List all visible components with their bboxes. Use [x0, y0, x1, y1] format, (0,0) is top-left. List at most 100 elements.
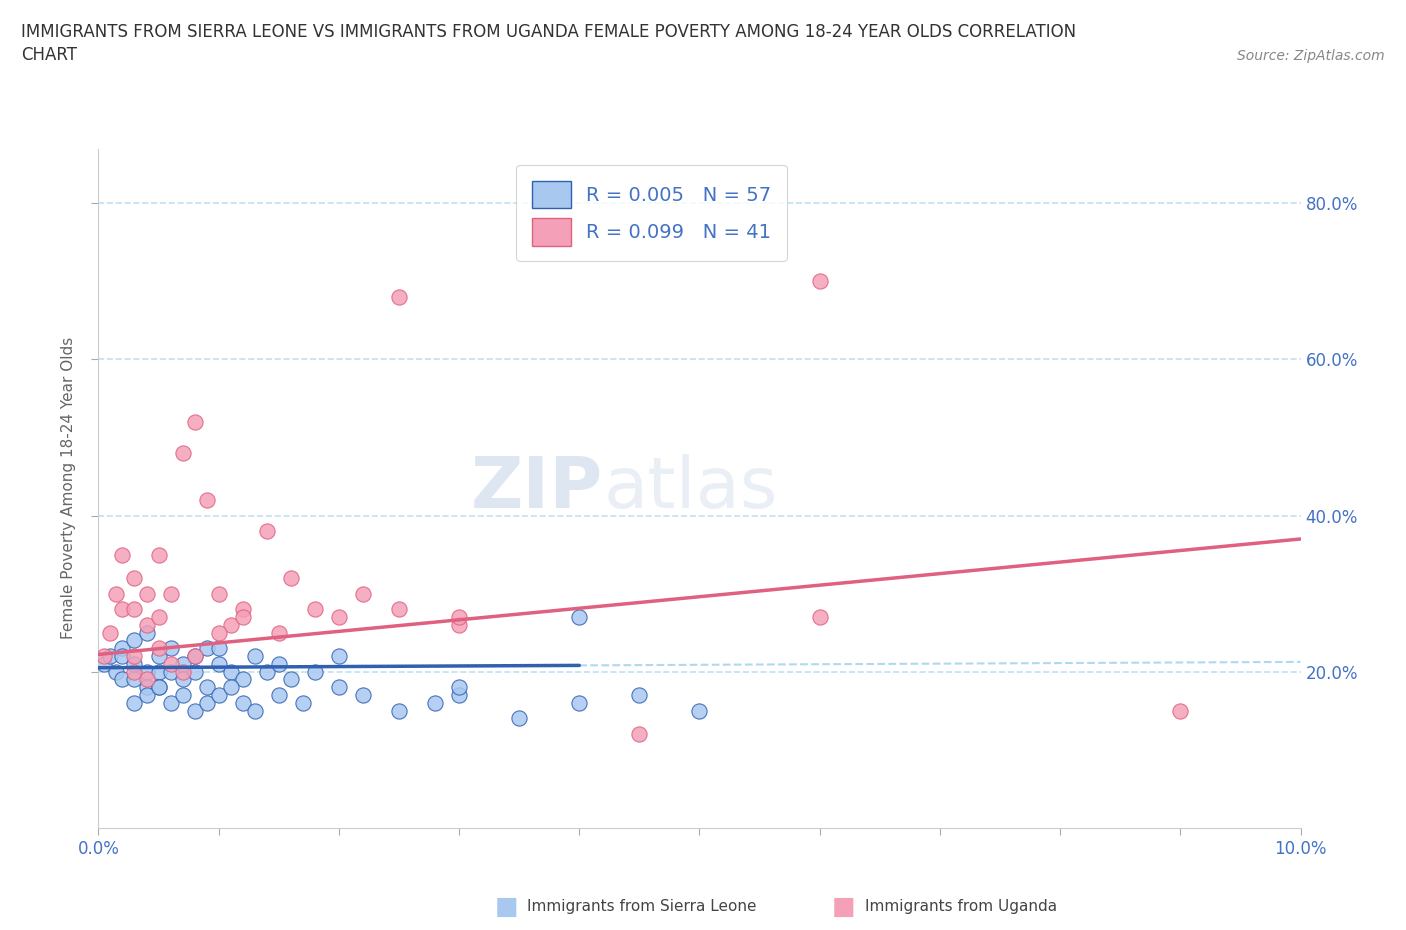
Point	[423, 696, 446, 711]
Point	[208, 641, 231, 656]
Text: Source: ZipAtlas.com: Source: ZipAtlas.com	[1237, 49, 1385, 63]
Point	[159, 586, 181, 601]
Point	[447, 618, 470, 632]
Point	[183, 648, 205, 663]
Point	[172, 687, 194, 702]
Text: Immigrants from Sierra Leone: Immigrants from Sierra Leone	[527, 899, 756, 914]
Point	[208, 657, 231, 671]
Point	[93, 657, 115, 671]
Point	[159, 641, 181, 656]
Point	[100, 625, 122, 640]
Point	[135, 672, 157, 687]
Point	[352, 687, 374, 702]
Point	[148, 609, 170, 624]
Point	[1170, 703, 1192, 718]
Point	[208, 687, 231, 702]
Point	[148, 641, 170, 656]
Point	[232, 696, 254, 711]
Point	[111, 547, 134, 562]
Point	[124, 657, 146, 671]
Point	[124, 602, 146, 617]
Text: atlas: atlas	[603, 454, 778, 523]
Point	[447, 687, 470, 702]
Point	[135, 687, 157, 702]
Point	[195, 680, 218, 695]
Point	[195, 641, 218, 656]
Point	[183, 664, 205, 679]
Point	[232, 672, 254, 687]
Point	[280, 672, 302, 687]
Point	[111, 672, 134, 687]
Point	[105, 664, 128, 679]
Point	[183, 648, 205, 663]
Point	[328, 609, 350, 624]
Point	[628, 726, 651, 741]
Point	[183, 415, 205, 430]
Point	[568, 609, 591, 624]
Point	[208, 586, 231, 601]
Point	[148, 664, 170, 679]
Point	[148, 648, 170, 663]
Point	[159, 696, 181, 711]
Point	[148, 680, 170, 695]
Point	[100, 648, 122, 663]
Point	[568, 696, 591, 711]
Point	[195, 696, 218, 711]
Point	[148, 547, 170, 562]
Point	[135, 664, 157, 679]
Point	[135, 586, 157, 601]
Point	[808, 274, 831, 289]
Point	[808, 609, 831, 624]
Point	[148, 680, 170, 695]
Point	[628, 687, 651, 702]
Point	[208, 625, 231, 640]
Point	[135, 680, 157, 695]
Point	[111, 648, 134, 663]
Point	[232, 609, 254, 624]
Point	[304, 602, 326, 617]
Point	[328, 680, 350, 695]
Point	[219, 680, 242, 695]
Point	[124, 633, 146, 648]
Point	[304, 664, 326, 679]
Point	[280, 570, 302, 585]
Point	[124, 570, 146, 585]
Point	[124, 696, 146, 711]
Point	[256, 524, 278, 538]
Point	[267, 687, 290, 702]
Text: Immigrants from Uganda: Immigrants from Uganda	[865, 899, 1057, 914]
Point	[111, 641, 134, 656]
Point	[183, 703, 205, 718]
Point	[388, 289, 411, 304]
Point	[135, 625, 157, 640]
Point	[93, 648, 115, 663]
Point	[124, 648, 146, 663]
Point	[388, 602, 411, 617]
Point	[172, 445, 194, 460]
Point	[508, 711, 530, 726]
Point	[388, 703, 411, 718]
Point	[243, 703, 266, 718]
Point	[105, 586, 128, 601]
Point	[267, 657, 290, 671]
Point	[172, 672, 194, 687]
Point	[689, 703, 711, 718]
Point	[172, 657, 194, 671]
Text: ■: ■	[495, 895, 517, 919]
Point	[352, 586, 374, 601]
Y-axis label: Female Poverty Among 18-24 Year Olds: Female Poverty Among 18-24 Year Olds	[60, 338, 76, 640]
Text: CHART: CHART	[21, 46, 77, 64]
Point	[219, 618, 242, 632]
Point	[328, 648, 350, 663]
Point	[267, 625, 290, 640]
Text: ZIP: ZIP	[471, 454, 603, 523]
Point	[124, 672, 146, 687]
Point	[111, 602, 134, 617]
Point	[256, 664, 278, 679]
Legend: R = 0.005   N = 57, R = 0.099   N = 41: R = 0.005 N = 57, R = 0.099 N = 41	[516, 166, 787, 261]
Point	[219, 664, 242, 679]
Point	[291, 696, 314, 711]
Point	[195, 493, 218, 508]
Point	[159, 657, 181, 671]
Point	[447, 609, 470, 624]
